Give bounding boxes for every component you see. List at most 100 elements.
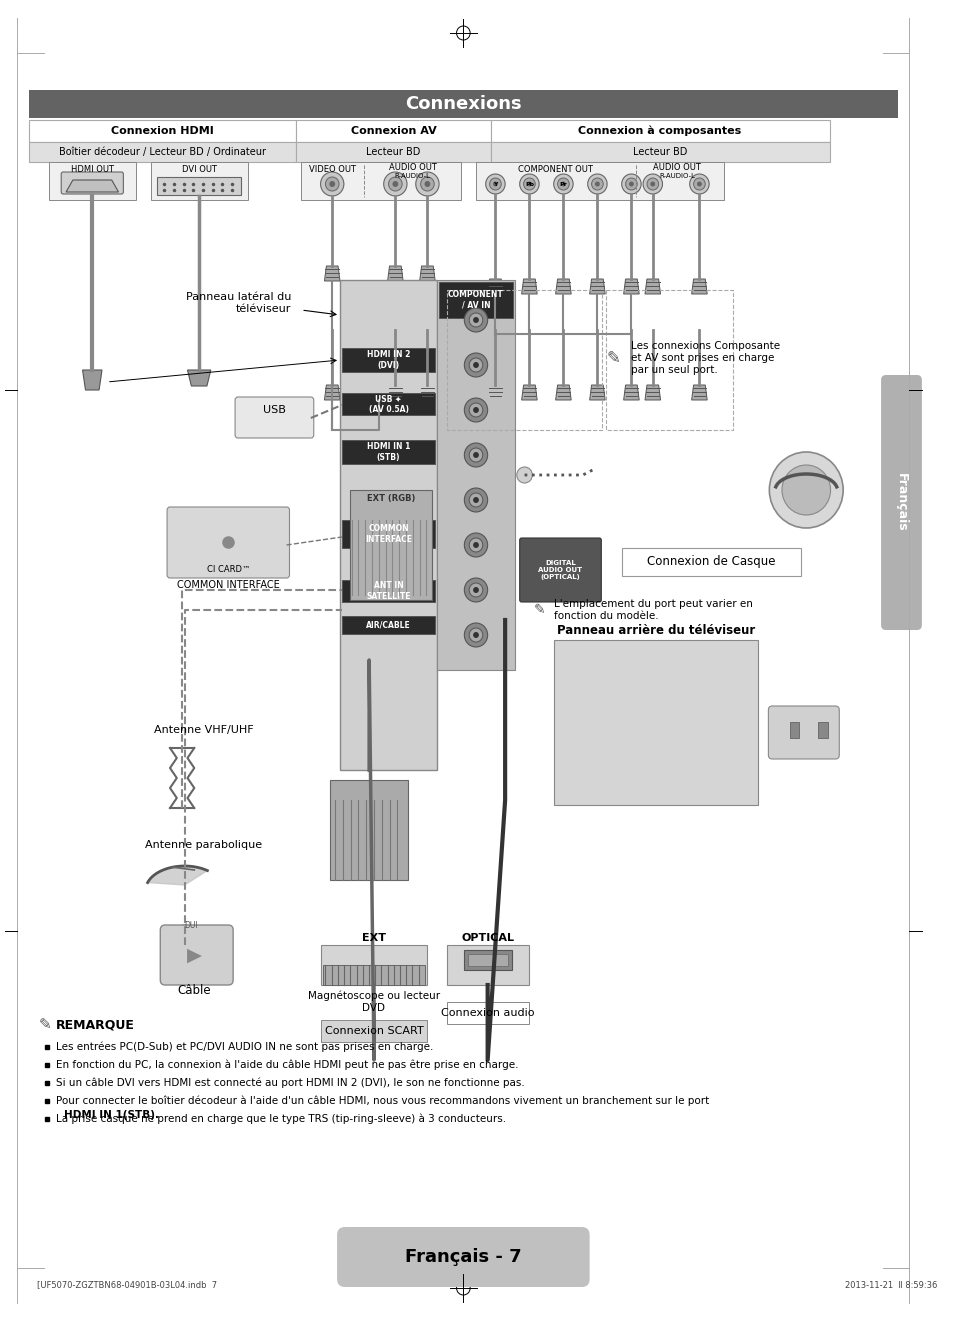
Bar — [30, 141, 296, 162]
Circle shape — [473, 362, 478, 369]
Text: ▶: ▶ — [187, 946, 202, 964]
Circle shape — [697, 181, 701, 186]
Bar — [341, 616, 435, 634]
Polygon shape — [623, 279, 639, 295]
Text: Y: Y — [493, 181, 497, 186]
Bar — [436, 280, 515, 670]
Text: HDMI IN 1
(STB): HDMI IN 1 (STB) — [367, 443, 410, 462]
Text: USB ✦
(AV 0.5A): USB ✦ (AV 0.5A) — [368, 394, 408, 413]
Text: AIR/CABLE: AIR/CABLE — [366, 621, 411, 630]
Text: [UF5070-ZGZTBN68-04901B-03L04.indb  7: [UF5070-ZGZTBN68-04901B-03L04.indb 7 — [37, 1280, 217, 1289]
Circle shape — [464, 308, 487, 332]
Circle shape — [469, 448, 482, 462]
Polygon shape — [66, 180, 118, 192]
Text: CI CARD™: CI CARD™ — [207, 565, 250, 575]
Text: Magnétoscope ou lecteur
DVD: Magnétoscope ou lecteur DVD — [308, 991, 439, 1013]
Text: Connexion audio: Connexion audio — [440, 1008, 534, 1018]
Circle shape — [591, 178, 602, 190]
FancyBboxPatch shape — [234, 398, 314, 439]
Text: Connexion de Casque: Connexion de Casque — [646, 556, 775, 568]
Text: EXT (RGB): EXT (RGB) — [367, 494, 416, 502]
Text: R-AUDIO-L: R-AUDIO-L — [395, 173, 431, 180]
Text: AUDIO OUT: AUDIO OUT — [653, 164, 700, 173]
Polygon shape — [589, 384, 604, 400]
Circle shape — [526, 181, 531, 186]
Circle shape — [625, 178, 637, 190]
Polygon shape — [691, 384, 706, 400]
Bar — [330, 779, 408, 880]
Bar — [446, 945, 529, 985]
Bar — [30, 90, 897, 118]
Polygon shape — [387, 384, 403, 400]
FancyBboxPatch shape — [61, 172, 123, 194]
Polygon shape — [555, 384, 571, 400]
Circle shape — [473, 497, 478, 503]
Text: Les entrées PC(D-Sub) et PC/DVI AUDIO IN ne sont pas prises en charge.: Les entrées PC(D-Sub) et PC/DVI AUDIO IN… — [56, 1042, 434, 1053]
Bar — [490, 141, 829, 162]
Text: VIDEO OUT: VIDEO OUT — [309, 165, 355, 173]
Text: Pr: Pr — [559, 181, 567, 186]
FancyBboxPatch shape — [336, 1227, 589, 1287]
Text: Connexion HDMI: Connexion HDMI — [112, 125, 213, 136]
Bar — [341, 520, 435, 548]
Text: ✎: ✎ — [533, 602, 544, 617]
FancyBboxPatch shape — [157, 177, 241, 196]
Polygon shape — [623, 384, 639, 400]
Text: Français: Français — [894, 473, 907, 532]
Circle shape — [523, 178, 535, 190]
Text: Lecteur BD: Lecteur BD — [632, 147, 686, 157]
Bar — [30, 120, 296, 141]
Circle shape — [473, 452, 478, 458]
Circle shape — [519, 174, 538, 194]
Bar — [320, 1020, 427, 1042]
Text: Si un câble DVI vers HDMI est connecté au port HDMI IN 2 (DVI), le son ne foncti: Si un câble DVI vers HDMI est connecté a… — [56, 1078, 524, 1089]
Text: Câble: Câble — [177, 984, 211, 996]
Text: Français - 7: Français - 7 — [405, 1248, 521, 1266]
Circle shape — [420, 177, 434, 192]
Circle shape — [493, 181, 497, 186]
Circle shape — [485, 174, 504, 194]
Polygon shape — [487, 279, 502, 295]
Circle shape — [469, 627, 482, 642]
Bar — [151, 162, 248, 199]
Text: La prise casque ne prend en charge que le type TRS (tip-ring-sleeve) à 3 conduct: La prise casque ne prend en charge que l… — [56, 1114, 506, 1124]
Text: Connexion SCART: Connexion SCART — [324, 1026, 423, 1036]
Circle shape — [650, 181, 655, 186]
Circle shape — [329, 181, 335, 188]
Polygon shape — [555, 279, 571, 295]
Circle shape — [174, 925, 194, 945]
Bar — [341, 580, 435, 602]
Circle shape — [473, 407, 478, 413]
Circle shape — [388, 177, 402, 192]
FancyBboxPatch shape — [160, 925, 233, 985]
Circle shape — [595, 181, 599, 186]
Text: Antenne parabolique: Antenne parabolique — [145, 840, 262, 849]
Polygon shape — [419, 384, 435, 400]
Text: L'emplacement du port peut varier en
fonction du modèle.: L'emplacement du port peut varier en fon… — [553, 600, 752, 621]
Polygon shape — [487, 384, 502, 400]
Bar — [296, 141, 490, 162]
Polygon shape — [589, 279, 604, 295]
Circle shape — [424, 181, 430, 188]
Polygon shape — [521, 279, 537, 295]
Circle shape — [416, 172, 438, 196]
Circle shape — [464, 353, 487, 376]
Bar — [789, 723, 799, 738]
Text: Boîtier décodeur / Lecteur BD / Ordinateur: Boîtier décodeur / Lecteur BD / Ordinate… — [59, 147, 266, 157]
Polygon shape — [387, 266, 403, 281]
Polygon shape — [691, 279, 706, 295]
Text: R-AUDIO-L: R-AUDIO-L — [659, 173, 695, 180]
Circle shape — [473, 317, 478, 324]
Bar — [323, 966, 424, 985]
Bar — [438, 281, 513, 318]
Bar — [320, 945, 427, 985]
Bar — [490, 120, 829, 141]
Circle shape — [473, 631, 478, 638]
Text: USB: USB — [262, 406, 285, 415]
Text: Les connexions Composante
et AV sont prises en charge
par un seul port.: Les connexions Composante et AV sont pri… — [631, 341, 780, 375]
Polygon shape — [419, 266, 435, 281]
Polygon shape — [644, 279, 659, 295]
Polygon shape — [83, 370, 102, 390]
Text: EXT: EXT — [361, 933, 386, 943]
Circle shape — [557, 178, 569, 190]
